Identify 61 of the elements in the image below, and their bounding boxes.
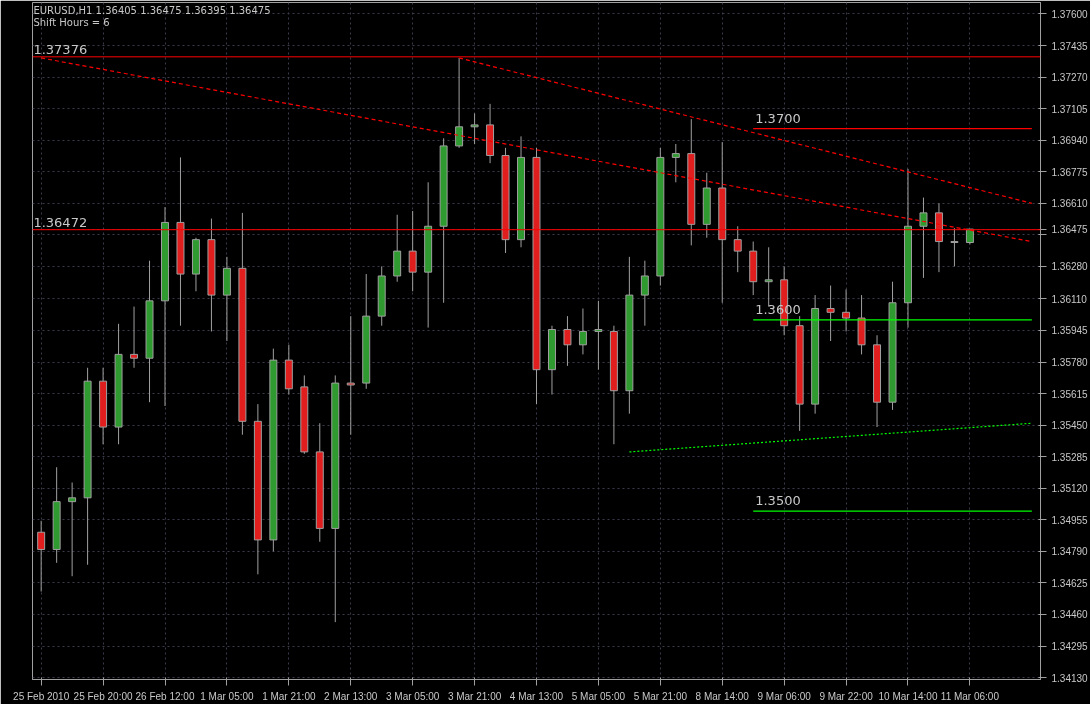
candlestick bbox=[842, 288, 851, 332]
x-tick-label: 26 Feb 12:00 bbox=[135, 690, 195, 702]
series-label: 1.3700 bbox=[755, 110, 801, 126]
x-tick-label: 4 Mar 13:00 bbox=[509, 690, 564, 702]
candlestick bbox=[563, 315, 572, 367]
chart-title: EURUSD,H1 1.36405 1.36475 1.36395 1.36475 bbox=[33, 4, 271, 16]
series-label: 1.3500 bbox=[755, 493, 801, 509]
x-tick-label: 3 Mar 21:00 bbox=[447, 690, 502, 702]
candlestick bbox=[826, 285, 835, 342]
x-tick-label: 8 Mar 14:00 bbox=[695, 690, 750, 702]
y-tick-label: 1.36110 bbox=[1051, 293, 1088, 305]
x-tick-label: 9 Mar 22:00 bbox=[819, 690, 874, 702]
x-tick-label: 3 Mar 05:00 bbox=[385, 690, 440, 702]
x-tick-label: 5 Mar 21:00 bbox=[633, 690, 688, 702]
x-tick-label: 25 Feb 2010 bbox=[13, 690, 70, 702]
y-tick-label: 1.35780 bbox=[1051, 357, 1089, 369]
y-tick-label: 1.34790 bbox=[1051, 546, 1089, 558]
y-tick-label: 1.37600 bbox=[1051, 8, 1089, 20]
candlestick bbox=[671, 143, 680, 183]
y-tick-label: 1.35285 bbox=[1051, 451, 1089, 463]
y-tick-label: 1.36775 bbox=[1051, 166, 1089, 178]
ref-line-label: 1.37376 bbox=[33, 41, 88, 57]
y-tick-label: 1.34460 bbox=[1051, 609, 1089, 621]
x-tick-label: 25 Feb 20:00 bbox=[73, 690, 133, 702]
candlestick bbox=[470, 112, 479, 145]
candlestick bbox=[640, 260, 649, 327]
candlestick bbox=[130, 306, 139, 369]
y-tick-label: 1.34955 bbox=[1051, 514, 1089, 526]
x-tick-label: 5 Mar 05:00 bbox=[571, 690, 626, 702]
y-tick-label: 1.35615 bbox=[1051, 388, 1089, 400]
y-tick-label: 1.34625 bbox=[1051, 577, 1089, 589]
y-tick-label: 1.37435 bbox=[1051, 40, 1089, 52]
x-tick-label: 11 Mar 06:00 bbox=[940, 690, 1000, 702]
y-tick-label: 1.34295 bbox=[1051, 641, 1089, 653]
text: Shift Hours = 6 bbox=[33, 16, 110, 28]
y-tick-label: 1.36280 bbox=[1051, 261, 1089, 273]
candlestick bbox=[408, 210, 417, 292]
y-tick-label: 1.36610 bbox=[1051, 198, 1089, 210]
candlestick bbox=[346, 315, 355, 436]
candlestick bbox=[578, 307, 587, 355]
x-tick-label: 10 Mar 14:00 bbox=[878, 690, 938, 702]
candlestick bbox=[950, 227, 959, 267]
y-tick-label: 1.37105 bbox=[1051, 103, 1089, 115]
y-tick-label: 1.36475 bbox=[1051, 224, 1089, 236]
ref-line-label: 1.36472 bbox=[33, 214, 88, 230]
x-tick-label: 2 Mar 13:00 bbox=[324, 690, 378, 702]
y-tick-label: 1.35450 bbox=[1051, 420, 1089, 432]
candlestick bbox=[68, 482, 77, 577]
y-tick-label: 1.35945 bbox=[1051, 325, 1089, 337]
y-tick-label: 1.35120 bbox=[1051, 483, 1089, 495]
x-tick-label: 1 Mar 05:00 bbox=[200, 690, 255, 702]
x-tick-label: 9 Mar 06:00 bbox=[757, 690, 812, 702]
candlestick bbox=[594, 300, 603, 371]
y-tick-label: 1.37270 bbox=[1051, 72, 1089, 84]
y-tick-label: 1.34130 bbox=[1051, 672, 1089, 684]
y-tick-label: 1.36940 bbox=[1051, 135, 1089, 147]
candlestick bbox=[455, 57, 464, 149]
candlestick bbox=[37, 520, 46, 593]
candlestick bbox=[919, 197, 928, 279]
x-tick-label: 1 Mar 21:00 bbox=[262, 690, 316, 702]
candlestick bbox=[733, 225, 742, 273]
